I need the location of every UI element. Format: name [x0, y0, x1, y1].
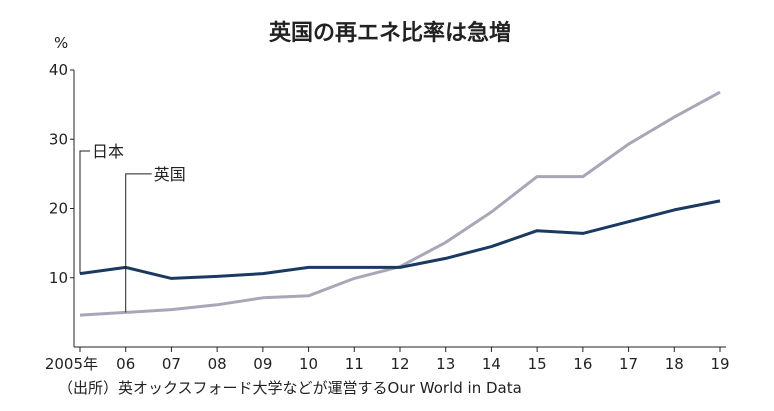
x-tick-label: 07 [162, 355, 181, 373]
x-tick-label: 13 [436, 355, 455, 373]
x-tick-label: 10 [299, 355, 318, 373]
x-tick-label: 18 [665, 355, 684, 373]
y-tick-label: 20 [49, 200, 68, 218]
y-tick-label: 30 [49, 130, 68, 148]
y-tick-label: 10 [49, 269, 68, 287]
y-tick-label: 40 [49, 61, 68, 79]
series-lines [79, 90, 721, 317]
x-tick-label: 2005年 [45, 355, 98, 373]
series-line-0 [79, 199, 721, 280]
y-axis-unit: % [54, 34, 68, 52]
legend-label-uk: 英国 [154, 165, 186, 184]
source-note: （出所）英オックスフォード大学などが運営するOur World in Data [58, 379, 522, 397]
legend-label-japan: 日本 [92, 142, 124, 161]
x-tick-label: 16 [573, 355, 592, 373]
x-tick-label: 08 [208, 355, 227, 373]
callout-leader-uk [125, 173, 152, 313]
x-tick-label: 15 [528, 355, 547, 373]
chart-title: 英国の再エネ比率は急増 [269, 20, 511, 46]
callout-leader-japan [79, 150, 90, 274]
x-tick-label: 09 [253, 355, 272, 373]
x-tick-label: 11 [345, 355, 364, 373]
x-tick-label: 19 [710, 355, 729, 373]
x-tick-label: 17 [619, 355, 638, 373]
x-tick-label: 14 [482, 355, 501, 373]
series-line-1 [79, 90, 721, 317]
axes: 10 20 30 40 2005年 06 07 08 09 10 11 12 13 14 15 16 17 18 1… [45, 61, 730, 373]
x-tick-label: 06 [116, 355, 135, 373]
x-tick-label: 12 [390, 355, 409, 373]
